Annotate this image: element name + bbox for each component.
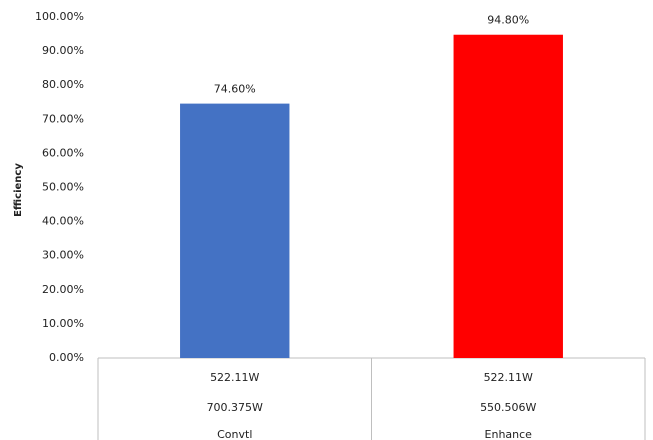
data-label: 94.80%	[487, 14, 529, 27]
y-tick-label: 0.00%	[49, 351, 84, 364]
table-cell: 700.375W	[207, 401, 263, 414]
y-tick-label: 70.00%	[42, 112, 84, 125]
y-tick-label: 50.00%	[42, 181, 84, 194]
y-tick-label: 100.00%	[35, 10, 84, 23]
bar	[453, 34, 563, 359]
table-cell: 522.11W	[484, 371, 533, 384]
y-tick-label: 30.00%	[42, 249, 84, 262]
x-tick-label: Convtl	[217, 428, 252, 440]
y-tick-label: 20.00%	[42, 283, 84, 296]
y-tick-label: 80.00%	[42, 78, 84, 91]
y-tick-label: 10.00%	[42, 317, 84, 330]
table-cell: 522.11W	[210, 371, 259, 384]
bar	[180, 103, 290, 358]
y-tick-label: 90.00%	[42, 44, 84, 57]
x-tick-label: Enhance	[485, 428, 533, 440]
y-tick-label: 40.00%	[42, 215, 84, 228]
y-axis-label: Efficiency	[13, 163, 24, 217]
y-tick-label: 60.00%	[42, 146, 84, 159]
data-label: 74.60%	[214, 83, 256, 96]
table-cell: 550.506W	[480, 401, 536, 414]
